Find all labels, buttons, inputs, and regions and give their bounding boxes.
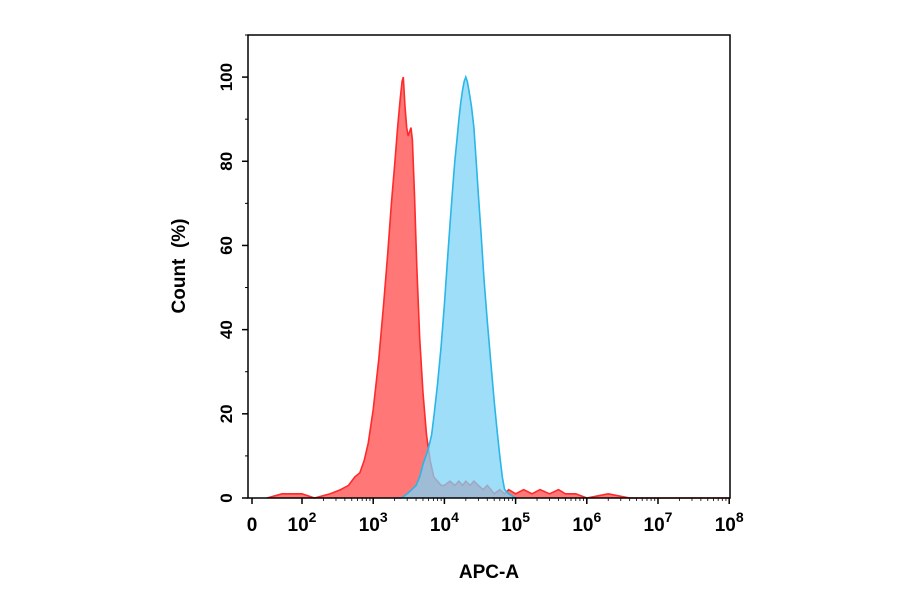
x-axis-title: APC-A [459,562,519,583]
plot-area [266,74,730,499]
x-tick-label: 102 [288,509,317,536]
y-tick-label: 20 [217,404,236,423]
series-2-line [394,74,517,499]
x-tick-label: 104 [430,509,459,536]
x-tick-label: 105 [501,509,530,536]
y-tick-label: 60 [217,236,236,255]
axes: 0 20 40 60 80 100 0 102 103 104 105 106 107 108 [217,34,744,536]
plot-frame [247,34,731,499]
series-2-fill [394,77,516,498]
x-tick-label: 107 [644,509,673,536]
x-tick-label: 108 [715,509,744,536]
y-tick-label: 100 [217,63,236,91]
x-tick-label: 106 [572,509,601,536]
y-tick-label: 0 [217,493,236,502]
y-tick-label: 40 [217,320,236,339]
y-axis-title: Count (%) [169,219,190,314]
x-tick-label: 0 [247,515,258,536]
series-1-fill [267,77,730,498]
x-tick-label: 103 [359,509,388,536]
y-tick-label: 80 [217,152,236,171]
